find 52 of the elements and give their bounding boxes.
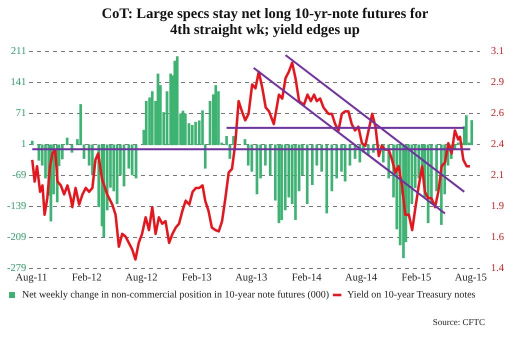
bar	[156, 74, 160, 146]
x-tick-label: Aug-12	[125, 272, 158, 284]
bar	[184, 113, 187, 146]
bar	[122, 144, 126, 186]
y-tick-label: 141	[10, 77, 26, 88]
legend-label: Net weekly change in non-commercial position in 10-year note futures (000)	[22, 290, 330, 301]
x-tick-label: Aug-13	[235, 272, 268, 284]
x-tick-label: Feb-14	[292, 272, 322, 284]
bar	[194, 122, 197, 146]
bar	[280, 144, 283, 220]
bar	[456, 142, 460, 146]
y-tick-label: -279	[6, 263, 26, 274]
bar	[348, 144, 352, 166]
bar	[470, 120, 474, 146]
y2-tick-label: 1.9	[490, 201, 504, 212]
y-tick-label: -139	[6, 201, 26, 212]
y-tick-label: 1	[20, 139, 26, 150]
y2-tick-label: 2.6	[490, 108, 504, 120]
y2-tick-label: 2.1	[490, 170, 504, 182]
chart-title: CoT: Large specs stay net long 10-yr-note futures for 4th straight wk; yield edges up	[100, 6, 430, 38]
y2-tick-label: 1.6	[490, 232, 504, 244]
y2-tick-label: 2.4	[490, 139, 505, 150]
source-note: Source: CFTC	[432, 317, 485, 327]
y-tick-label: 211	[10, 46, 26, 58]
bar	[144, 101, 148, 146]
bar	[256, 144, 258, 194]
bar	[465, 115, 468, 146]
x-tick-label: Aug-15	[454, 272, 487, 284]
bar	[176, 56, 179, 146]
y2-tick-label: 1.4	[490, 263, 505, 274]
bar	[278, 144, 280, 224]
y-tick-label: -69	[12, 170, 26, 182]
bar	[190, 124, 194, 146]
x-tick-label: Feb-13	[182, 272, 212, 284]
x-tick-label: Feb-15	[402, 272, 432, 284]
y-tick-label: 71	[16, 108, 26, 120]
bar	[116, 144, 118, 204]
x-tick-label: Feb-12	[72, 272, 102, 284]
bar	[306, 144, 309, 204]
y2-tick-label: 2.9	[490, 77, 504, 88]
x-tick-label: Aug-11	[16, 272, 48, 284]
bar	[330, 144, 334, 192]
y2-tick-label: 3.1	[490, 46, 504, 58]
bar	[134, 144, 138, 178]
bar	[325, 144, 328, 214]
bar	[150, 91, 154, 146]
bar	[214, 85, 218, 146]
y-tick-label: -209	[6, 232, 26, 244]
x-tick-label: Aug-14	[345, 272, 378, 284]
legend-label: Yield on 10-year Treasury notes	[347, 290, 476, 301]
bar	[66, 138, 68, 146]
bar	[294, 144, 297, 220]
